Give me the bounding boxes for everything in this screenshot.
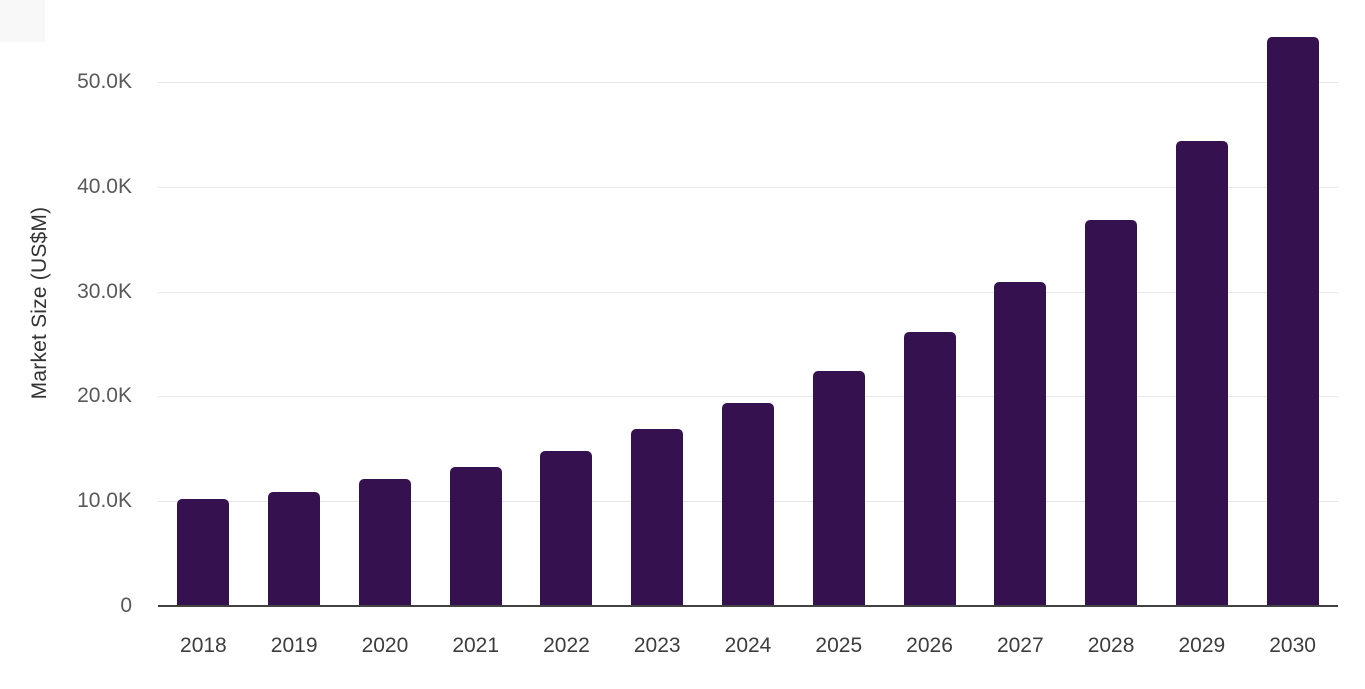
bar-2019	[268, 491, 321, 606]
bar-2029	[1175, 140, 1228, 606]
x-tick-label: 2022	[543, 634, 590, 657]
y-tick-label: 50.0K	[77, 70, 132, 93]
plot-area	[158, 36, 1338, 607]
gridline	[158, 291, 1338, 293]
y-tick-label: 40.0K	[77, 174, 132, 198]
y-tick-label: 30.0K	[77, 279, 132, 303]
x-tick-label: 2025	[815, 634, 863, 657]
bar-2024	[722, 402, 774, 606]
bar-2021	[449, 466, 502, 606]
x-tick-label: 2019	[270, 634, 318, 657]
x-axis-line	[158, 605, 1338, 607]
x-tick-label: 2018	[180, 634, 227, 657]
x-tick-label: 2030	[1269, 634, 1316, 657]
x-tick-label: 2027	[996, 634, 1044, 657]
x-tick-label: 2024	[724, 634, 772, 657]
x-tick-label: 2026	[906, 634, 953, 657]
x-tick-label: 2020	[361, 634, 409, 657]
bar-2023	[631, 428, 684, 606]
bar-2030	[1266, 36, 1319, 606]
bar-2022	[540, 450, 593, 606]
corner-artifact	[0, 0, 45, 42]
x-tick-label: 2029	[1178, 634, 1226, 657]
bar-2028	[1085, 220, 1138, 606]
x-tick-label: 2028	[1087, 634, 1135, 657]
y-tick-label: 10.0K	[77, 489, 132, 513]
bar-2020	[358, 479, 411, 606]
bar-2018	[177, 499, 230, 606]
x-tick-label: 2023	[633, 634, 681, 657]
bar-2025	[812, 371, 865, 606]
y-tick-label: 20.0K	[77, 384, 132, 408]
gridline	[158, 396, 1338, 398]
bar-2027	[994, 282, 1047, 606]
gridline	[158, 186, 1338, 188]
gridline	[158, 82, 1338, 83]
y-tick-label: 0	[120, 594, 132, 617]
bar-2026	[903, 332, 956, 606]
x-tick-label: 2021	[452, 634, 500, 657]
